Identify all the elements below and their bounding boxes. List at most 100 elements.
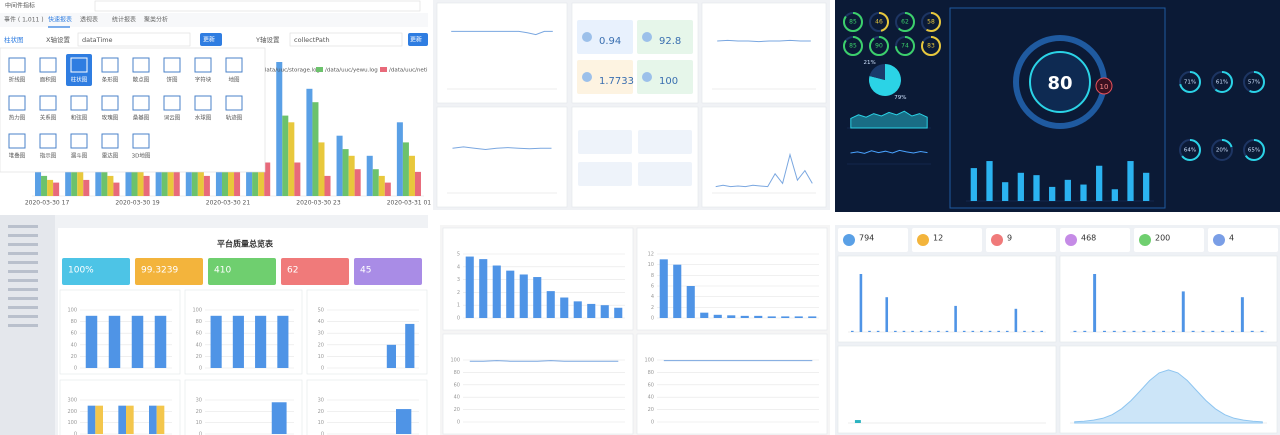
bar (372, 169, 379, 196)
menu-icon (8, 95, 26, 111)
shortcut-card (578, 162, 632, 186)
ring-label: 20% (1216, 148, 1228, 154)
y-field-box (289, 32, 403, 47)
menu-label[interactable]: 关系图 (40, 114, 57, 122)
bar (986, 161, 993, 201)
bar (851, 330, 854, 332)
line (451, 30, 553, 36)
menu-label[interactable]: 折线图 (9, 76, 26, 84)
stat-value: 100 (659, 76, 678, 87)
update-button-label[interactable]: 更新 (203, 36, 215, 44)
menu-label[interactable]: 轨迹图 (226, 114, 243, 122)
menu-label[interactable]: 指示图 (40, 152, 57, 160)
update-button (200, 33, 222, 46)
bar (1201, 330, 1205, 332)
bar (1080, 184, 1087, 201)
menu-label[interactable]: 面积图 (40, 76, 57, 84)
bar (1211, 330, 1215, 332)
y-tick-label: 20 (196, 354, 202, 360)
bar (1064, 179, 1071, 201)
y-tick-label: 30 (196, 398, 202, 404)
bar (203, 175, 210, 196)
bar (1002, 182, 1009, 201)
y-tick-label: 100 (644, 358, 654, 364)
menu-label[interactable]: 3D地图 (132, 152, 151, 160)
x-tick-label: 2020-03-31 01 (387, 200, 432, 207)
menu-icon (101, 133, 119, 149)
menu-icon (101, 95, 119, 111)
y-tick-label: 0 (74, 432, 77, 435)
bar (1014, 308, 1018, 332)
y-field[interactable]: collectPath (294, 36, 330, 44)
menu-label[interactable]: 水球图 (195, 114, 212, 122)
menu-icon (132, 133, 150, 149)
bar (894, 330, 897, 332)
bar (465, 256, 474, 318)
menu-label[interactable]: 字符块 (195, 76, 212, 84)
ring-label: 71% (1184, 80, 1196, 86)
y-tick-label: 40 (318, 319, 324, 325)
menu-icon (163, 95, 181, 111)
sidebar-item (8, 315, 38, 318)
y-tick-label: 0 (651, 316, 654, 322)
sidebar-item (8, 234, 38, 237)
menu-label[interactable]: 词云图 (164, 114, 181, 122)
menu-label[interactable]: 堆叠图 (9, 152, 26, 160)
y-tick-label: 30 (318, 398, 324, 404)
bar (970, 168, 977, 201)
area (850, 110, 928, 129)
menu-label[interactable]: 饼图 (166, 76, 178, 84)
gauge-arc (921, 36, 941, 56)
menu-label[interactable]: 漏斗图 (71, 152, 88, 160)
pie-slice (869, 64, 885, 80)
bar (937, 330, 940, 332)
menu-label[interactable]: 散点图 (133, 76, 150, 84)
menu-label[interactable]: 条形图 (102, 76, 119, 84)
bar (519, 274, 528, 318)
bar (533, 277, 542, 318)
bar (85, 315, 98, 368)
ring-arc (1179, 139, 1201, 161)
stat-value: 45 (360, 266, 371, 276)
menu-label[interactable]: 地图 (228, 76, 240, 84)
update-button-label[interactable]: 更新 (410, 36, 422, 44)
tab[interactable]: 事件 ( 1,011 ) (4, 16, 44, 24)
y-tick-label: 1 (457, 303, 460, 309)
bar (1152, 330, 1156, 332)
bar (1112, 330, 1116, 332)
bar (794, 316, 803, 318)
gauge-value: 58 (927, 19, 935, 26)
y-tick-label: 2 (457, 290, 460, 296)
menu-label[interactable]: 和弦图 (71, 114, 88, 122)
menu-label[interactable]: 柱状图 (71, 76, 88, 84)
tab[interactable]: 快速报表 (48, 16, 72, 24)
bar (1171, 330, 1175, 332)
menu-label[interactable]: 玫瑰图 (102, 114, 119, 122)
y-tick-label: 60 (71, 331, 77, 337)
gauge-arc (921, 12, 941, 32)
menu-icon (70, 95, 88, 111)
legend-swatch (380, 67, 387, 72)
tab[interactable]: 聚类分析 (144, 16, 168, 24)
bar (83, 179, 90, 196)
bar (113, 182, 120, 196)
tab[interactable]: 透视表 (80, 16, 98, 24)
bar (1102, 330, 1106, 332)
menu-label[interactable]: 雷达图 (102, 152, 119, 160)
tab[interactable]: 统计报表 (112, 16, 136, 24)
chart-type-select[interactable]: 柱状图 (4, 35, 24, 44)
stat-icon (1065, 234, 1077, 246)
bar (108, 315, 121, 368)
stat-icon (991, 234, 1003, 246)
gauge-arc (869, 12, 889, 32)
menu-icon (101, 57, 119, 73)
bar (885, 297, 889, 332)
ring-arc (1179, 71, 1201, 93)
bar (414, 171, 421, 196)
bar (118, 405, 126, 434)
x-field[interactable]: dataTime (82, 36, 113, 44)
menu-label[interactable]: 热力图 (9, 114, 26, 122)
menu-icon (132, 57, 150, 73)
menu-label[interactable]: 桑基图 (133, 114, 150, 122)
y-tick-label: 30 (318, 331, 324, 337)
